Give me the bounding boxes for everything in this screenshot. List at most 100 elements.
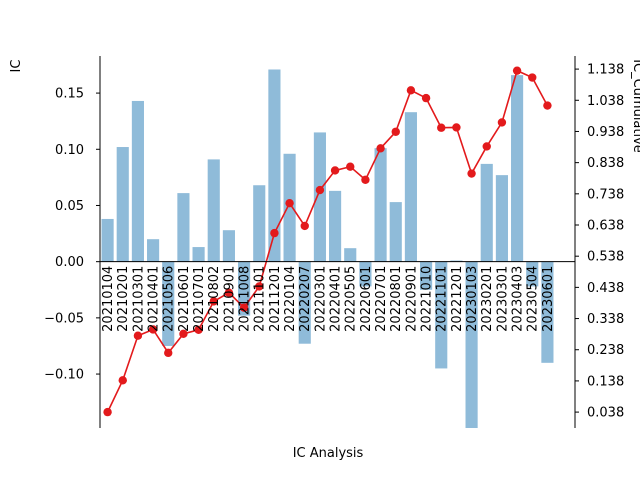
- left-ticks-layer: −0.10 −0.05 0.00 0.05 0.10 0.15: [44, 87, 100, 383]
- ic-bar: [283, 153, 296, 262]
- right-tick-label: 0.838: [587, 156, 624, 171]
- ic-cumulative-point: [179, 329, 188, 339]
- x-tick-label: 20220505: [344, 266, 359, 332]
- x-tick-labels-layer: 20210104 20210201 20210301 20210401 20210506…: [101, 266, 556, 332]
- ic-bar: [526, 261, 539, 287]
- ic-cumulative-point: [391, 127, 400, 136]
- right-tick-label: 1.038: [587, 94, 624, 109]
- bars-layer: [101, 69, 554, 428]
- ic-bar: [162, 261, 175, 346]
- x-tick-label: 20210601: [177, 266, 192, 332]
- ic-cumulative-point: [361, 175, 370, 184]
- ic-cumulative-point: [437, 123, 446, 132]
- ic-bar: [511, 75, 524, 262]
- ic-cumulative-point: [148, 325, 158, 334]
- ic-bar: [420, 261, 433, 290]
- x-tick-label: 20210301: [131, 266, 146, 332]
- ic-bar: [389, 202, 402, 262]
- ic-cumulative-point: [482, 142, 491, 151]
- ic-bar: [116, 147, 129, 262]
- x-tick-label: 20210506: [162, 266, 177, 332]
- x-tick-label: 20230301: [495, 266, 510, 332]
- ic-bar: [207, 159, 220, 262]
- ic-cumulative-point: [452, 123, 461, 132]
- ic-bar: [192, 247, 205, 262]
- y-axis-label-left: IC: [9, 60, 24, 73]
- ic-cumulative-point: [512, 66, 522, 75]
- ic-bar: [131, 100, 144, 262]
- ic-cumulative-point: [315, 185, 325, 195]
- left-tick-label: 0.00: [55, 255, 84, 270]
- ic-bar: [435, 261, 448, 369]
- left-tick-label: 0.10: [55, 143, 84, 158]
- x-tick-label: 20210802: [207, 266, 222, 332]
- x-tick-label: 20221201: [450, 266, 465, 332]
- ic-bar: [177, 193, 190, 262]
- right-ticks-layer: 0.038 0.138 0.238 0.338 0.438 0.538 0.638 0.738…: [575, 63, 624, 421]
- cumulative-line-layer: [103, 66, 552, 417]
- x-tick-label: 20220301: [313, 266, 328, 332]
- left-tick-label: −0.05: [44, 311, 84, 326]
- x-tick-label: 20211008: [238, 266, 253, 332]
- x-tick-label: 20220104: [283, 266, 298, 332]
- ic-cumulative-point: [194, 325, 203, 334]
- ic-bar: [541, 261, 554, 363]
- right-tick-label: 0.238: [587, 343, 624, 358]
- x-tick-label: 20220801: [389, 266, 404, 332]
- axes-layer: [99, 56, 576, 428]
- ic-cumulative-point: [497, 118, 507, 127]
- x-tick-label: 20220601: [359, 266, 374, 332]
- ic-bar: [495, 175, 508, 262]
- ic-bar: [313, 132, 326, 262]
- ic-bar: [222, 230, 235, 262]
- ic-cumulative-point: [270, 228, 279, 238]
- right-tick-label: 1.138: [587, 63, 624, 78]
- ic-cumulative-point: [467, 169, 476, 178]
- right-tick-label: 0.638: [587, 219, 624, 234]
- x-tick-label: 20211201: [268, 266, 283, 332]
- x-tick-label: 20221010: [420, 266, 435, 332]
- right-tick-label: 0.738: [587, 187, 624, 202]
- right-tick-label: 0.038: [587, 406, 624, 421]
- ic-cumulative-point: [528, 73, 537, 82]
- ic-bar: [374, 148, 387, 262]
- ic-cumulative-point: [376, 144, 385, 153]
- ic-bar: [450, 260, 463, 262]
- x-tick-label: 20220207: [298, 266, 313, 332]
- ic-cumulative-point: [255, 282, 264, 291]
- ic-cumulative-point: [330, 166, 340, 175]
- ic-bar: [344, 248, 357, 262]
- x-tick-label: 20210401: [147, 266, 162, 332]
- ic-cumulative-point: [133, 331, 143, 340]
- x-tick-label: 20230201: [480, 266, 495, 332]
- ic-cumulative-point: [406, 86, 416, 95]
- ic-cumulative-point: [421, 93, 431, 103]
- right-tick-label: 0.538: [587, 250, 624, 265]
- x-tick-label: 20230504: [526, 266, 541, 332]
- right-tick-label: 0.338: [587, 312, 624, 327]
- y-axis-label-right: IC_Cumulative: [630, 59, 640, 153]
- ic-cumulative-point: [300, 221, 309, 231]
- x-tick-label: 20210701: [192, 266, 207, 332]
- x-tick-label: 20230403: [511, 266, 526, 332]
- x-tick-label: 20230601: [541, 266, 556, 332]
- ic-bar: [329, 190, 342, 262]
- x-tick-label: 20210901: [222, 266, 237, 332]
- ic-cumulative-point: [103, 407, 112, 417]
- ic-cumulative-point: [164, 348, 173, 358]
- ic-cumulative-point: [209, 297, 218, 306]
- x-tick-label: 20221101: [435, 266, 450, 332]
- left-tick-label: −0.10: [44, 368, 84, 383]
- right-tick-label: 0.138: [587, 374, 624, 389]
- ic-bar: [147, 239, 160, 262]
- ic-bar: [101, 218, 114, 262]
- ic-bar: [480, 163, 493, 262]
- x-tick-label: 20220901: [404, 266, 419, 332]
- x-tick-label: 20220701: [374, 266, 389, 332]
- ic-cumulative-point: [346, 162, 355, 171]
- ic-bar: [298, 261, 311, 344]
- ic-cumulative-point: [543, 101, 552, 110]
- ic-cumulative-point: [224, 288, 234, 297]
